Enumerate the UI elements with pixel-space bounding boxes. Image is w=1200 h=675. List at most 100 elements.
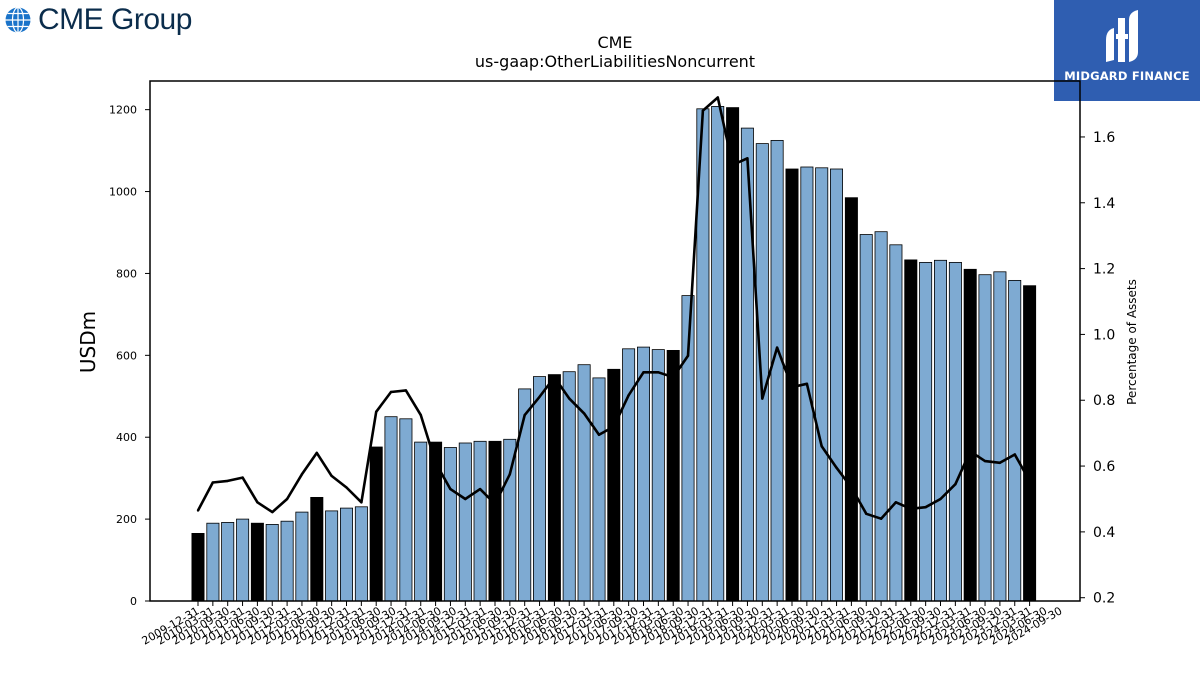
- line-point: [241, 476, 244, 479]
- y-tick-label: 1000: [109, 186, 137, 199]
- line-point: [285, 497, 289, 501]
- line-point: [909, 507, 912, 510]
- midgard-finance-logo: MIDGARD FINANCE: [1054, 0, 1200, 101]
- bar: [503, 438, 517, 602]
- y2-axis-label: Percentage of Assets: [1125, 279, 1139, 405]
- y2-tick-label: 0.6: [1093, 459, 1115, 475]
- line-point: [493, 502, 497, 506]
- bar: [354, 506, 368, 602]
- bar: [533, 376, 547, 602]
- bar: [458, 442, 472, 602]
- cme-group-logo-text: CME Group: [38, 3, 192, 36]
- line-point: [196, 509, 200, 512]
- line-point: [464, 497, 467, 501]
- line-point: [389, 390, 393, 394]
- bar: [310, 496, 324, 602]
- bar: [666, 349, 680, 602]
- line-point: [627, 394, 630, 397]
- line-point: [775, 346, 779, 349]
- bar: [711, 106, 725, 602]
- line-point: [256, 501, 259, 504]
- bar: [844, 197, 858, 602]
- line-point: [998, 461, 1002, 464]
- bar: [399, 418, 413, 602]
- line-point: [879, 517, 883, 520]
- line-point: [716, 96, 719, 99]
- bar: [830, 168, 844, 602]
- line-point: [969, 450, 972, 453]
- bar: [473, 440, 487, 602]
- bar: [1023, 285, 1037, 602]
- line-point: [568, 397, 571, 400]
- line-point: [478, 487, 482, 491]
- midgard-finance-logo-text: MIDGARD FINANCE: [1064, 69, 1190, 83]
- line-series: [196, 96, 1031, 521]
- y-tick-label: 1200: [109, 104, 137, 117]
- bar: [562, 371, 576, 602]
- line-point: [939, 497, 942, 501]
- line-point: [226, 479, 229, 483]
- bar: [740, 127, 754, 602]
- bar: [429, 441, 443, 602]
- y2-tick-label: 0.8: [1093, 393, 1115, 409]
- line-point: [538, 395, 541, 399]
- line-point: [894, 501, 898, 504]
- y-tick-label: 400: [116, 431, 137, 444]
- line-point: [434, 461, 437, 464]
- line-point: [211, 481, 214, 484]
- bar: [369, 446, 383, 602]
- bar: [889, 244, 903, 602]
- line-point: [300, 473, 304, 476]
- line-point: [1028, 479, 1031, 483]
- line-point: [612, 425, 615, 428]
- y2-tick-label: 1.0: [1093, 327, 1115, 343]
- bar: [637, 346, 651, 602]
- bar: [592, 377, 606, 602]
- line-point: [360, 501, 363, 504]
- bar: [221, 522, 235, 602]
- bar: [488, 440, 502, 602]
- bar: [815, 167, 829, 602]
- line-point: [553, 376, 556, 379]
- line-point: [449, 487, 452, 491]
- bar: [280, 520, 294, 602]
- bar: [770, 139, 784, 602]
- bar: [295, 511, 309, 602]
- y-tick-label: 0: [130, 595, 137, 608]
- line-point: [1013, 453, 1016, 456]
- line-point: [523, 413, 526, 417]
- line-point: [954, 483, 957, 486]
- axes: 0 200 400 600 800 1000 1200 0.2 0.4 0.6 0.8 1.0 1.2 1…: [109, 80, 1115, 648]
- bar: [607, 368, 621, 602]
- line-point: [761, 397, 764, 400]
- line-point: [983, 459, 987, 463]
- bar: [993, 271, 1007, 602]
- bar: [236, 518, 250, 602]
- bar: [191, 533, 205, 602]
- line-point: [850, 486, 853, 489]
- chart-title-block: CME us-gaap:OtherLiabilitiesNoncurrent: [340, 33, 890, 71]
- bar-series: [191, 106, 1037, 602]
- bar: [874, 231, 888, 602]
- line-point: [865, 512, 868, 515]
- line-point: [271, 510, 274, 514]
- line-point: [805, 382, 809, 385]
- y2-tick-label: 0.4: [1093, 525, 1115, 541]
- line-point: [508, 473, 511, 476]
- y2-tick-label: 1.4: [1093, 196, 1115, 212]
- line-point: [582, 412, 586, 415]
- bar: [919, 261, 933, 602]
- bar: [1008, 279, 1022, 602]
- plot-frame: [149, 80, 1081, 602]
- bar: [948, 261, 962, 602]
- cme-group-logo: CME Group: [4, 2, 192, 38]
- bar: [547, 374, 561, 602]
- globe-icon: [5, 6, 31, 34]
- bar: [206, 522, 220, 602]
- line-point: [642, 371, 645, 374]
- bar: [443, 447, 457, 602]
- line-point: [820, 445, 823, 448]
- bar: [963, 268, 977, 602]
- bar: [904, 259, 918, 602]
- line-point: [701, 109, 705, 112]
